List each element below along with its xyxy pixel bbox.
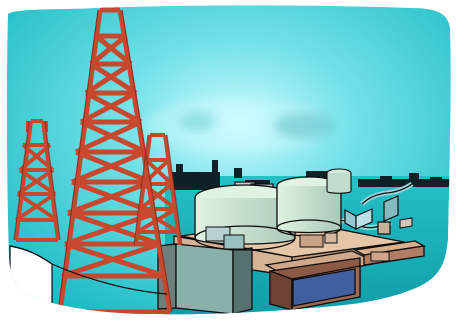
storage-tank-right [276,176,342,237]
storage-tank-back [326,168,352,194]
oil-derrick-large-foreground [57,5,173,315]
oil-derrick-small-left [14,119,60,242]
small-structures [205,217,413,262]
derrick-outline-shadows [13,9,183,313]
